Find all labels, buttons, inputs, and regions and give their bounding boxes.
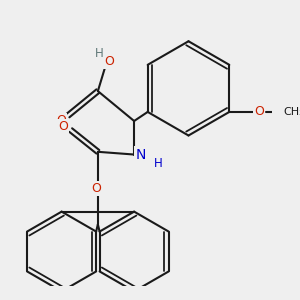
Text: O: O xyxy=(58,120,68,133)
Text: N: N xyxy=(135,148,146,161)
Text: O: O xyxy=(91,182,101,195)
Text: H: H xyxy=(95,47,104,60)
Text: O: O xyxy=(56,114,66,127)
Text: H: H xyxy=(154,157,163,170)
Text: O: O xyxy=(254,105,264,119)
Text: CH₃: CH₃ xyxy=(283,107,300,117)
Text: O: O xyxy=(104,55,114,68)
